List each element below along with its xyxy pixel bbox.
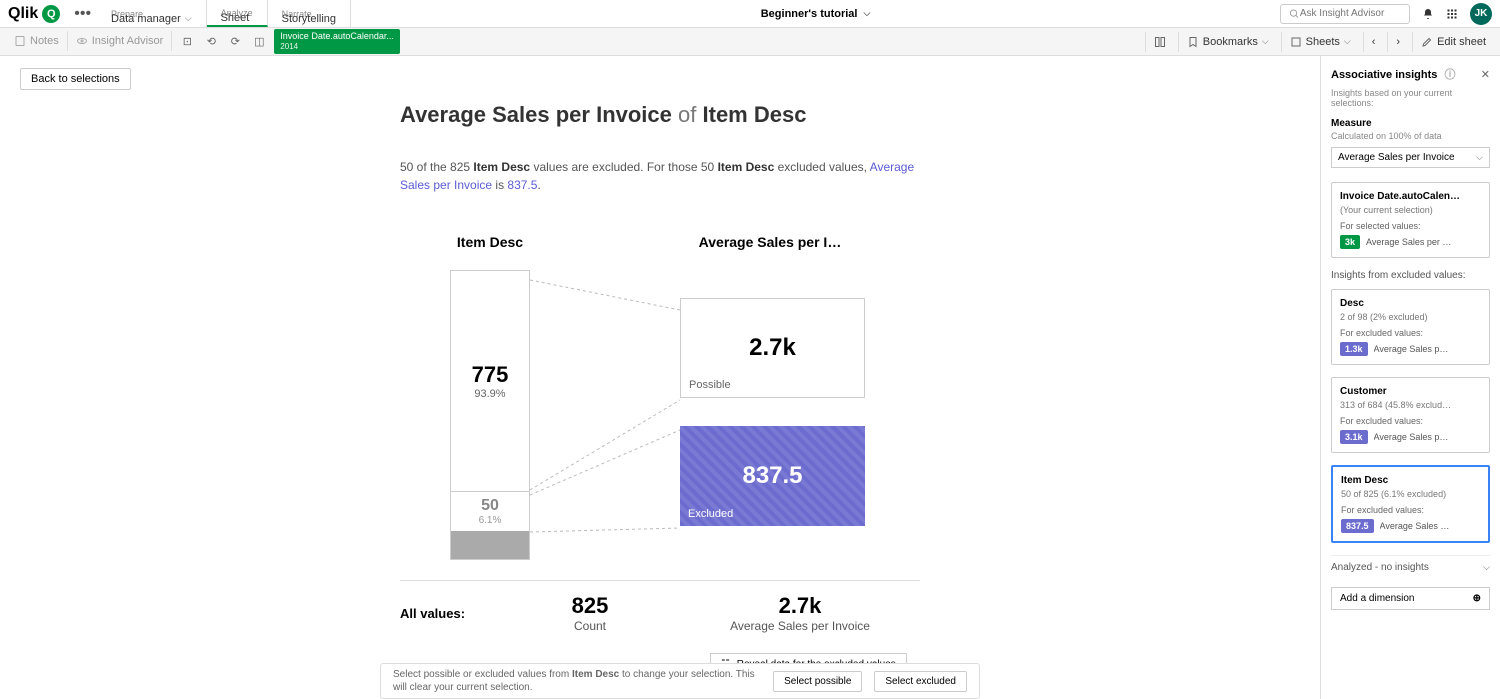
value-badge: 837.5 <box>1341 519 1374 533</box>
chevron-down-icon: ⌵ <box>1262 36 1269 47</box>
bell-icon[interactable] <box>1422 8 1434 20</box>
edit-sheet-button[interactable]: Edit sheet <box>1412 32 1494 52</box>
select-excluded-button[interactable]: Select excluded <box>874 671 967 692</box>
nav-tab-analyze[interactable]: Analyze Sheet <box>207 0 268 27</box>
value-badge: 1.3k <box>1340 342 1368 356</box>
clear-selection-icon[interactable]: ◫ <box>248 30 270 52</box>
add-dimension-button[interactable]: Add a dimension ⊕ <box>1331 587 1490 610</box>
page-title-area: Average Sales per Invoice of Item Desc <box>400 102 1300 128</box>
app-title[interactable]: Beginner's tutorial ⌵ <box>351 8 1280 20</box>
step-forward-icon[interactable]: ⟳ <box>224 30 246 52</box>
excluded-block[interactable]: 837.5 Excluded <box>680 426 865 526</box>
average-column: 2.7k Average Sales per Invoice <box>680 593 920 633</box>
all-values-label: All values: <box>400 606 500 621</box>
chart-area: Item Desc Average Sales per I… 775 93.9%… <box>400 234 920 560</box>
next-sheet-button[interactable]: › <box>1387 32 1408 52</box>
more-menu-button[interactable]: ••• <box>68 1 97 27</box>
all-values-row: All values: 825 Count 2.7k Average Sales… <box>400 580 920 633</box>
selections-icon <box>1154 36 1166 48</box>
search-icon <box>1289 8 1300 20</box>
selection-tool-icon[interactable]: ⊡ <box>176 30 198 52</box>
insight-card-current-selection[interactable]: Invoice Date.autoCalen… (Your current se… <box>1331 182 1490 258</box>
measure-sublabel: Calculated on 100% of data <box>1331 131 1490 141</box>
chevron-down-icon: ⌵ <box>863 8 870 19</box>
chart-body: 775 93.9% 50 6.1% <box>400 270 920 560</box>
selections-tool-button[interactable] <box>1145 32 1174 52</box>
notes-icon <box>14 35 26 47</box>
insight-advisor-button[interactable]: Insight Advisor <box>68 31 173 51</box>
nav-tab-narrate[interactable]: Narrate Storytelling <box>268 0 351 27</box>
top-right: JK <box>1280 3 1492 25</box>
chevron-down-icon: ⌵ <box>1344 36 1351 47</box>
eye-icon <box>76 35 88 47</box>
search-box[interactable] <box>1280 4 1410 24</box>
associative-insights-panel: Associative insights ⓘ ✕ Insights based … <box>1320 56 1500 699</box>
toolbar: Notes Insight Advisor ⊡ ⟲ ⟳ ◫ Invoice Da… <box>0 28 1500 56</box>
value-badge: 3.1k <box>1340 430 1368 444</box>
chevron-down-icon: ⌵ <box>1476 152 1483 163</box>
logo-text: Qlik <box>8 5 38 23</box>
panel-subtitle: Insights based on your current selection… <box>1331 88 1490 108</box>
page-title: Average Sales per Invoice of Item Desc <box>400 102 1300 128</box>
measure-label: Measure <box>1331 118 1490 129</box>
sheets-icon <box>1290 36 1302 48</box>
chevron-down-icon: ⌵ <box>1483 562 1490 573</box>
chart-header-right: Average Sales per I… <box>650 234 890 250</box>
insight-card-desc[interactable]: Desc 2 of 98 (2% excluded) For excluded … <box>1331 289 1490 365</box>
insights-from-excluded-label: Insights from excluded values: <box>1331 270 1490 281</box>
bar-segment-excluded[interactable]: 50 6.1% <box>451 491 529 531</box>
select-possible-button[interactable]: Select possible <box>773 671 862 692</box>
main: Back to selections Average Sales per Inv… <box>0 56 1500 699</box>
chart-header-left: Item Desc <box>400 234 580 250</box>
bar-segment-included[interactable]: 775 93.9% <box>451 271 529 491</box>
logo-icon: Q <box>42 5 60 23</box>
grid-icon[interactable] <box>1446 8 1458 20</box>
top-bar: Qlik Q ••• Prepare Data manager ⌵ Analyz… <box>0 0 1500 28</box>
close-icon[interactable]: ✕ <box>1481 68 1490 81</box>
sheets-button[interactable]: Sheets ⌵ <box>1281 32 1359 52</box>
prev-sheet-button[interactable]: ‹ <box>1363 32 1384 52</box>
avatar[interactable]: JK <box>1470 3 1492 25</box>
analyzed-no-insights[interactable]: Analyzed - no insights ⌵ <box>1331 555 1490 579</box>
plus-icon: ⊕ <box>1473 593 1481 604</box>
count-column: 825 Count <box>500 593 680 633</box>
selection-chip[interactable]: Invoice Date.autoCalendar... 2014 <box>274 29 400 53</box>
insight-card-customer[interactable]: Customer 313 of 684 (45.8% exclud… For e… <box>1331 377 1490 453</box>
back-to-selections-button[interactable]: Back to selections <box>20 68 131 90</box>
bookmark-icon <box>1187 36 1199 48</box>
nav-tab-prepare[interactable]: Prepare Data manager ⌵ <box>97 0 207 27</box>
dimension-bar: 775 93.9% 50 6.1% <box>450 270 530 560</box>
bar-segment-other <box>451 531 529 559</box>
search-input[interactable] <box>1300 8 1401 19</box>
panel-header: Associative insights ⓘ ✕ <box>1331 66 1490 82</box>
selection-tools: ⊡ ⟲ ⟳ ◫ <box>176 30 270 52</box>
pencil-icon <box>1421 36 1433 48</box>
logo[interactable]: Qlik Q <box>8 5 60 23</box>
panel-title: Associative insights ⓘ <box>1331 66 1455 82</box>
toolbar-right: Bookmarks ⌵ Sheets ⌵ ‹ › Edit sheet <box>1145 32 1494 52</box>
value-blocks: 2.7k Possible 837.5 Excluded <box>680 298 865 560</box>
content-area: Back to selections Average Sales per Inv… <box>0 56 1320 699</box>
chart-headers: Item Desc Average Sales per I… <box>400 234 920 250</box>
help-icon[interactable]: ⓘ <box>1444 69 1455 81</box>
measure-select[interactable]: Average Sales per Invoice ⌵ <box>1331 147 1490 168</box>
connector-lines <box>530 270 680 560</box>
notes-button[interactable]: Notes <box>6 31 68 51</box>
bookmarks-button[interactable]: Bookmarks ⌵ <box>1178 32 1277 52</box>
chevron-down-icon: ⌵ <box>185 13 192 24</box>
summary-text: 50 of the 825 Item Desc values are exclu… <box>400 158 920 194</box>
footer-text: Select possible or excluded values from … <box>393 668 761 694</box>
nav-tabs: Prepare Data manager ⌵ Analyze Sheet Nar… <box>97 0 351 27</box>
step-back-icon[interactable]: ⟲ <box>200 30 222 52</box>
footer-bar: Select possible or excluded values from … <box>380 663 980 699</box>
possible-block[interactable]: 2.7k Possible <box>680 298 865 398</box>
insight-card-item-desc[interactable]: Item Desc 50 of 825 (6.1% excluded) For … <box>1331 465 1490 543</box>
value-badge: 3k <box>1340 235 1360 249</box>
toolbar-left: Notes Insight Advisor ⊡ ⟲ ⟳ ◫ Invoice Da… <box>6 29 400 53</box>
